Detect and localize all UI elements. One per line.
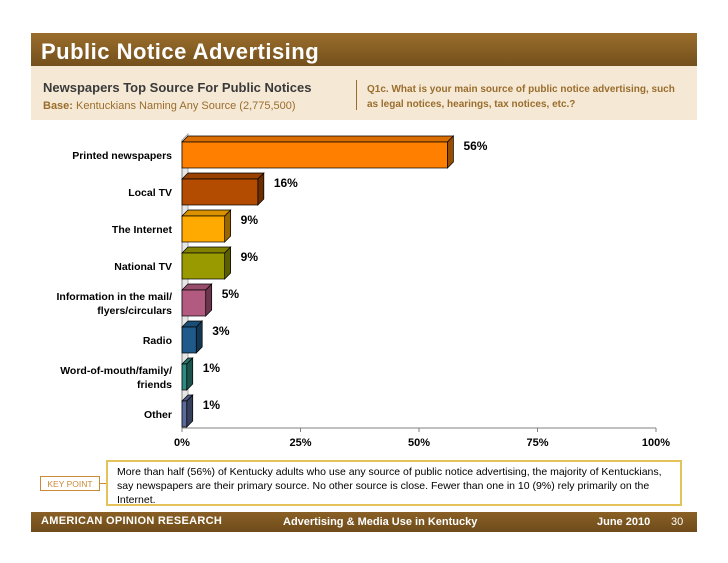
data-label: 9% <box>241 213 259 227</box>
bar <box>181 289 207 317</box>
bar-side-face <box>186 394 194 428</box>
bar-top-face <box>181 135 455 143</box>
key-point-connector <box>100 483 106 484</box>
bar-side-face <box>224 246 232 280</box>
category-label: National TV <box>114 261 172 273</box>
title-bar: Public Notice Advertising <box>31 33 697 66</box>
page-title: Public Notice Advertising <box>41 39 320 64</box>
subheader-panel: Newspapers Top Source For Public Notices… <box>31 66 697 120</box>
x-tick-label: 100% <box>642 437 670 449</box>
data-label: 1% <box>203 361 221 375</box>
category-label: Radio <box>143 335 172 347</box>
category-label: Printed newspapers <box>72 150 172 162</box>
category-label: The Internet <box>112 224 173 236</box>
bar <box>181 141 448 169</box>
bar-side-face <box>447 135 454 169</box>
key-point-text: More than half (56%) of Kentucky adults … <box>117 466 662 506</box>
bar-top-face <box>181 246 232 254</box>
data-label: 16% <box>274 176 298 190</box>
bar-side-face <box>186 357 194 391</box>
category-label: flyers/circulars <box>97 305 172 317</box>
bar-side-face <box>195 320 203 354</box>
page-number: 30 <box>671 516 684 528</box>
data-label: 3% <box>212 324 230 338</box>
survey-question: Q1c. What is your main source of public … <box>367 84 675 110</box>
key-point-box: More than half (56%) of Kentucky adults … <box>106 460 682 506</box>
bar-top-face <box>181 172 265 180</box>
x-tick-label: 0% <box>174 437 190 449</box>
bar <box>181 252 226 280</box>
category-label: Information in the mail/ <box>56 291 172 303</box>
footer-date: June 2010 <box>597 516 651 528</box>
bar-side-face <box>205 283 213 317</box>
category-label: Word-of-mouth/family/ <box>60 365 172 377</box>
bar <box>181 326 197 354</box>
footer-report-title: Advertising & Media Use in Kentucky <box>283 516 478 528</box>
footer-bar: AMERICAN OPINION RESEARCH Advertising & … <box>31 512 697 532</box>
x-tick-label: 50% <box>408 437 430 449</box>
data-label: 9% <box>241 250 259 264</box>
category-label: Other <box>144 409 172 421</box>
data-label: 1% <box>203 398 221 412</box>
category-label: friends <box>137 379 172 391</box>
base-text: Kentuckians Naming Any Source (2,775,500… <box>76 100 296 112</box>
bar <box>181 400 188 428</box>
bar <box>181 363 188 391</box>
bar-top-face <box>181 209 232 217</box>
x-tick-label: 75% <box>526 437 548 449</box>
key-point-badge: KEY POINT <box>40 476 100 491</box>
data-label: 5% <box>222 287 240 301</box>
base-label: Base: <box>43 100 73 112</box>
x-tick-label: 25% <box>289 437 311 449</box>
footer-brand: AMERICAN OPINION RESEARCH <box>41 515 223 527</box>
subheader-divider <box>356 80 357 110</box>
data-label: 56% <box>463 139 487 153</box>
base-note: Base: Kentuckians Naming Any Source (2,7… <box>43 100 296 112</box>
bar-side-face <box>257 172 265 206</box>
bar <box>181 178 259 206</box>
chart-subtitle: Newspapers Top Source For Public Notices <box>43 80 312 95</box>
bar <box>181 215 226 243</box>
category-label: Local TV <box>128 187 172 199</box>
bar-side-face <box>224 209 232 243</box>
